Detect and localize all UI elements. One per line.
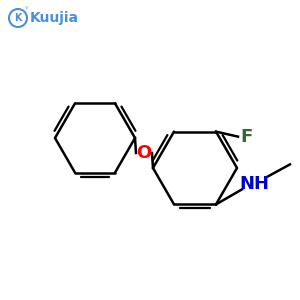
Text: °: ° <box>24 7 28 13</box>
Text: F: F <box>240 128 252 146</box>
Text: K: K <box>14 13 22 23</box>
Text: Kuujia: Kuujia <box>30 11 79 25</box>
Text: NH: NH <box>239 176 269 194</box>
Text: O: O <box>136 144 152 162</box>
